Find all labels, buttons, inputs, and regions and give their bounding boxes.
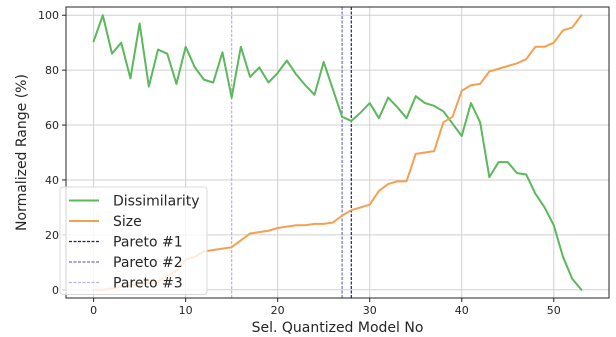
legend-label: Dissimilarity bbox=[113, 194, 200, 210]
plot-frame bbox=[65, 6, 610, 299]
y-tick-label: 80 bbox=[45, 64, 59, 77]
legend: Dissimilarity Size Pareto #1 Pareto #2 Paret… bbox=[59, 186, 208, 295]
legend-label: Pareto #2 bbox=[113, 255, 183, 271]
y-tick-label: 40 bbox=[45, 174, 59, 187]
x-axis-label: Sel. Quantized Model No bbox=[252, 320, 424, 336]
x-tick-label: 30 bbox=[363, 304, 377, 317]
legend-box bbox=[59, 186, 208, 295]
legend-label: Pareto #3 bbox=[113, 276, 183, 292]
y-tick-label: 100 bbox=[38, 9, 59, 22]
x-tick-label: 40 bbox=[455, 304, 469, 317]
series-line-dissimilarity bbox=[92, 14, 583, 291]
y-tick-label: 20 bbox=[45, 229, 59, 242]
x-tick-label: 0 bbox=[90, 304, 97, 317]
y-tick-label: 60 bbox=[45, 119, 59, 132]
y-axis-label: Normalized Range (%) bbox=[14, 74, 30, 231]
legend-label: Size bbox=[113, 214, 142, 230]
legend-label: Pareto #1 bbox=[113, 235, 183, 251]
x-tick-label: 10 bbox=[179, 304, 193, 317]
x-tick-label: 50 bbox=[547, 304, 561, 317]
y-tick-label: 0 bbox=[52, 284, 59, 297]
pareto-lines bbox=[231, 7, 352, 298]
ticks: 0 10 20 30 40 50 0 20 40 60 80 100 bbox=[38, 9, 561, 317]
x-tick-label: 20 bbox=[271, 304, 285, 317]
